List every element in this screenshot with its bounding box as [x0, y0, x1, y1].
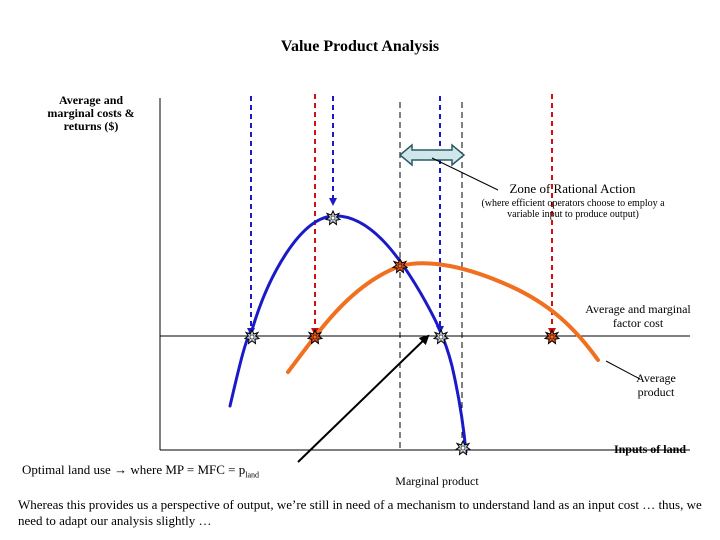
- page-title: Value Product Analysis: [280, 38, 440, 55]
- marginal-product-curve: [228, 214, 468, 454]
- footer-note: Whereas this provides us a perspective o…: [18, 497, 702, 528]
- zone-double-arrow: [398, 143, 466, 167]
- average-product-curve: [286, 261, 600, 374]
- optimal-condition: where MP = MFC = p: [130, 462, 246, 477]
- average-product-pointer: [605, 360, 641, 380]
- zone-pointer: [431, 157, 499, 191]
- zone-sublabel: (where efficient operators choose to emp…: [481, 198, 665, 220]
- marginal-product-label: Marginal product: [395, 474, 479, 488]
- optimal-land-use-label: Optimal land use → where MP = MFC = plan…: [22, 462, 259, 480]
- factor-cost-label: Average and marginal factor cost: [585, 302, 691, 330]
- x-axis-label: Inputs of land: [613, 442, 686, 456]
- optimal-prefix: Optimal land use: [22, 462, 111, 477]
- ap-factor-cost-marker-right: [544, 329, 560, 344]
- optimal-pointer: [297, 334, 430, 463]
- right-arrow-icon: →: [114, 462, 128, 477]
- mp-zero-marker: [455, 440, 471, 455]
- y-axis-label: Average and marginal costs & returns ($): [47, 93, 135, 133]
- mp-peak-marker: [325, 210, 341, 225]
- average-product-label: Average product: [636, 371, 676, 399]
- optimal-subscript: land: [245, 470, 260, 480]
- zone-label: Zone of Rational Action: [509, 181, 636, 196]
